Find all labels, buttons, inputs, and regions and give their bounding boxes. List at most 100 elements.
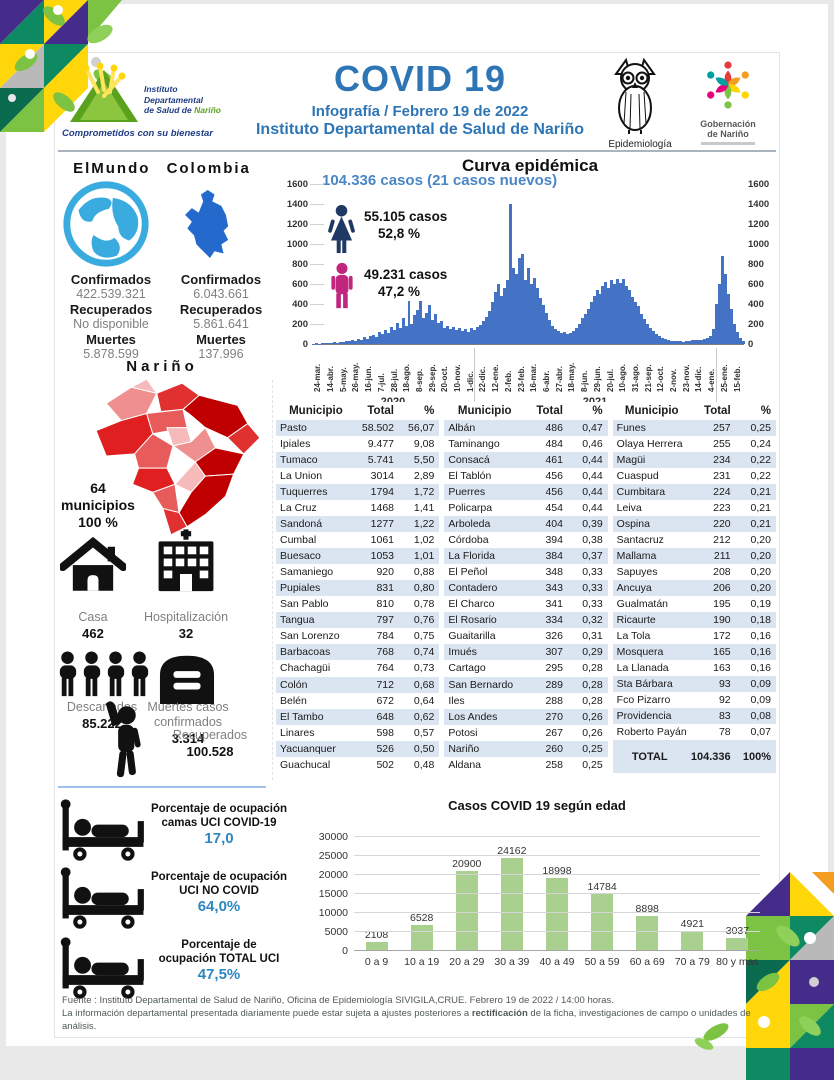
curve-bar [398, 328, 402, 344]
column-header: % [569, 402, 608, 420]
footer-bold-word: rectificación [471, 1008, 528, 1019]
pct-cell: 0,09 [750, 694, 771, 706]
table-row: La Union 3014 2,89 [276, 468, 439, 484]
municipio-cell: Imués [448, 646, 477, 659]
curve-bar [714, 304, 718, 344]
total-cell: 289 [545, 678, 563, 691]
curve-x-label: 27-abr. [554, 366, 564, 392]
municipio-cell: Yacuanquer [280, 742, 336, 755]
municipio-cell: Magüi [616, 454, 646, 466]
municipio-cell: Guaitarilla [448, 630, 496, 643]
table-row: Providencia 83 0,08 [612, 708, 776, 724]
table-row: Leiva 223 0,21 [613, 500, 776, 516]
pct-cell: 1,01 [413, 550, 435, 563]
municipio-cell: Belén [280, 694, 307, 707]
curve-x-label: 10-ago. [618, 363, 628, 392]
curve-bar [532, 278, 536, 344]
gobernacion-sublabel [701, 141, 755, 145]
curve-bar [643, 319, 647, 344]
municipio-cell: Pupiales [280, 582, 321, 595]
curve-bar [470, 328, 474, 344]
municipio-cell: Santacruz [616, 534, 664, 546]
total-cell: 454 [545, 502, 563, 515]
total-cell: 172 [713, 630, 731, 642]
total-cell: 257 [713, 422, 731, 434]
curve-bar [667, 340, 671, 344]
curve-x-label: 8-sep. [414, 368, 424, 392]
total-cell: 797 [376, 614, 394, 627]
pct-cell: 1,41 [413, 502, 435, 515]
total-cell: 484 [545, 438, 563, 451]
curve-bar [547, 320, 551, 344]
uci-row-3-label-line2: ocupación TOTAL UCI [158, 953, 280, 965]
pct-cell: 0,26 [582, 726, 603, 739]
curve-bar [619, 283, 623, 344]
table-row: Roberto Payán 78 0,07 [613, 724, 776, 740]
narino-choropleth-map [95, 378, 261, 536]
age-gridline [354, 874, 760, 875]
total-cell: 3014 [370, 470, 394, 483]
column-header: Municipio [276, 402, 352, 420]
table-row: Córdoba 394 0,38 [444, 532, 607, 548]
curve-bar [401, 318, 405, 344]
age-bar-value: 8898 [635, 903, 659, 916]
page-title: COVID 19 [333, 58, 507, 99]
curve-bar [514, 274, 518, 344]
pct-cell: 0,64 [413, 694, 435, 707]
municipio-cell: Cartago [448, 662, 486, 675]
curve-bar [422, 318, 426, 344]
curve-bar [503, 288, 506, 344]
municipio-cell: Iles [448, 694, 465, 707]
curve-x-label: 23-nov. [681, 364, 691, 392]
curve-x-label: 15-feb. [732, 366, 742, 392]
municipio-table: Municipio Total% Pasto 58.502 56,07 Ipiales 9.… [276, 402, 440, 773]
curve-bar [404, 326, 408, 344]
municipio-table: Municipio Total% Albán 486 0,47 Taminango 484 0… [444, 402, 608, 773]
age-ytick: 25000 [318, 850, 348, 862]
curve-bar [565, 334, 569, 344]
total-cell: 5.741 [367, 454, 394, 467]
curve-bar [517, 258, 521, 344]
curve-bar [488, 311, 492, 344]
world-colombia-heading: ElMundo Colombia [73, 160, 251, 177]
age-bar [591, 893, 614, 950]
curve-ytick-right: 0 [748, 339, 754, 350]
curve-x-label: 18-may. [567, 362, 577, 392]
total-cell: 307 [545, 646, 563, 659]
curve-bar [541, 305, 545, 344]
total-cell: 334 [545, 614, 563, 627]
curve-bar [568, 332, 572, 344]
pct-cell: 0,25 [750, 422, 771, 434]
municipio-cell: Olaya Herrera [616, 438, 683, 450]
muertes-value: 3.314 [171, 731, 205, 746]
recuperados-value: 100.528 [186, 744, 234, 759]
age-bar-value: 18998 [542, 864, 572, 877]
municipio-cell: Ricaurte [616, 614, 656, 626]
colombia-stats: Confirmados 6.043.661 Recuperados 5.861.… [170, 272, 272, 362]
total-value: 104.336 [690, 750, 731, 763]
curve-bar [613, 284, 617, 344]
pct-cell: 0,38 [582, 534, 603, 547]
curve-bar [523, 280, 527, 344]
age-bar-slot: 20900 [444, 836, 489, 950]
table-row: Pasto 58.502 56,07 [276, 420, 440, 437]
colombia-confirmed-value: 6.043.661 [193, 287, 249, 301]
muertes-label-line1: Muertes casos [147, 700, 229, 714]
total-cell: 206 [713, 582, 731, 594]
curve-bar [374, 337, 378, 344]
municipio-cell: Policarpa [448, 502, 493, 515]
municipio-cell: El Rosario [448, 614, 497, 627]
curve-bar [529, 284, 533, 344]
curve-plot-area [312, 184, 745, 345]
table-row: San Bernardo 289 0,28 [444, 676, 608, 693]
total-cell: 1277 [370, 518, 394, 531]
total-cell: 260 [545, 742, 563, 755]
municipios-count: 64 municipios 100 % [52, 480, 144, 531]
pct-cell: 9,08 [413, 438, 435, 451]
curve-x-label: 2-feb. [503, 370, 513, 392]
table-row: Mallama 211 0,20 [612, 548, 776, 564]
table-row: Potosi 267 0,26 [444, 725, 607, 741]
pct-cell: 0,44 [582, 486, 603, 499]
total-cell: 404 [545, 518, 563, 531]
municipio-cell: Puerres [448, 486, 486, 499]
